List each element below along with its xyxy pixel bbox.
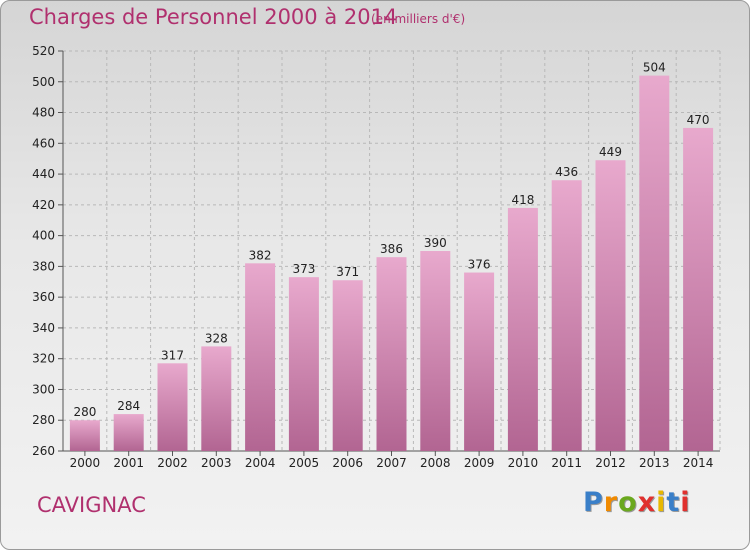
x-tick-label: 2012 [595,456,626,470]
x-tick-label: 2000 [70,456,101,470]
bars [69,75,714,451]
data-label: 436 [555,165,578,179]
y-tick-label: 420 [32,198,55,212]
bar [288,277,319,451]
logo-letter: x [637,487,657,518]
x-tick-label: 2003 [201,456,232,470]
bar [376,257,407,451]
y-tick-label: 440 [32,167,55,181]
data-label: 280 [73,405,96,419]
x-tick-label: 2009 [464,456,495,470]
data-label: 418 [511,193,534,207]
bar [464,272,495,451]
data-label: 328 [205,331,228,345]
data-label: 386 [380,242,403,256]
data-label: 317 [161,348,184,362]
bar [420,251,451,451]
logo-letter: o [618,487,638,518]
y-tick-label: 460 [32,136,55,150]
x-tick-label: 2013 [639,456,670,470]
bar [551,180,582,451]
data-label: 504 [643,61,666,75]
bar [157,363,188,451]
bar [683,127,714,451]
logo-letter: r [603,487,619,518]
axes: 260 280 300 320 340 360 380 400 420 440 460 480 500 5… [32,44,720,470]
logo-letter: P [583,487,604,518]
bar [113,414,144,451]
commune-name: CAVIGNAC [37,493,146,517]
bar [201,346,232,451]
y-tick-label: 520 [32,44,55,58]
x-tick-label: 2005 [289,456,320,470]
x-tick-label: 2011 [551,456,582,470]
bar [507,207,538,451]
x-tick-label: 2004 [245,456,276,470]
data-label: 449 [599,145,622,159]
x-tick-label: 2014 [683,456,714,470]
y-tick-label: 300 [32,382,55,396]
y-tick-label: 380 [32,259,55,273]
y-tick-label: 260 [32,444,55,458]
data-label: 470 [687,113,710,127]
chart-unit: (en milliers d'€) [371,12,466,26]
chart-title: Charges de Personnel 2000 à 2014 [29,5,398,29]
x-tick-label: 2006 [332,456,363,470]
y-tick-label: 320 [32,352,55,366]
data-label: 390 [424,236,447,250]
x-tick-label: 2002 [157,456,188,470]
x-tick-label: 2007 [376,456,407,470]
proxiti-logo: Proxiti [583,487,691,518]
bar [332,280,363,451]
logo-letter: t [666,487,681,518]
data-label: 382 [249,248,272,262]
logo-letter: i [680,487,691,518]
logo-letter: i [656,487,667,518]
y-tick-label: 280 [32,413,55,427]
bar [595,160,626,451]
data-label: 373 [292,262,315,276]
y-tick-label: 340 [32,321,55,335]
bar [639,75,670,451]
data-label: 376 [468,258,491,272]
data-label: 284 [117,399,140,413]
y-tick-label: 400 [32,229,55,243]
x-tick-label: 2008 [420,456,451,470]
data-label: 371 [336,265,359,279]
data-labels: 280 284 317 328 382 373 371 386 390 376 418 436 449 5… [73,61,709,420]
y-tick-label: 500 [32,75,55,89]
y-tick-label: 360 [32,290,55,304]
y-tick-label: 480 [32,106,55,120]
bar [69,420,100,451]
bar [245,263,276,451]
x-tick-label: 2010 [508,456,539,470]
x-tick-label: 2001 [113,456,144,470]
